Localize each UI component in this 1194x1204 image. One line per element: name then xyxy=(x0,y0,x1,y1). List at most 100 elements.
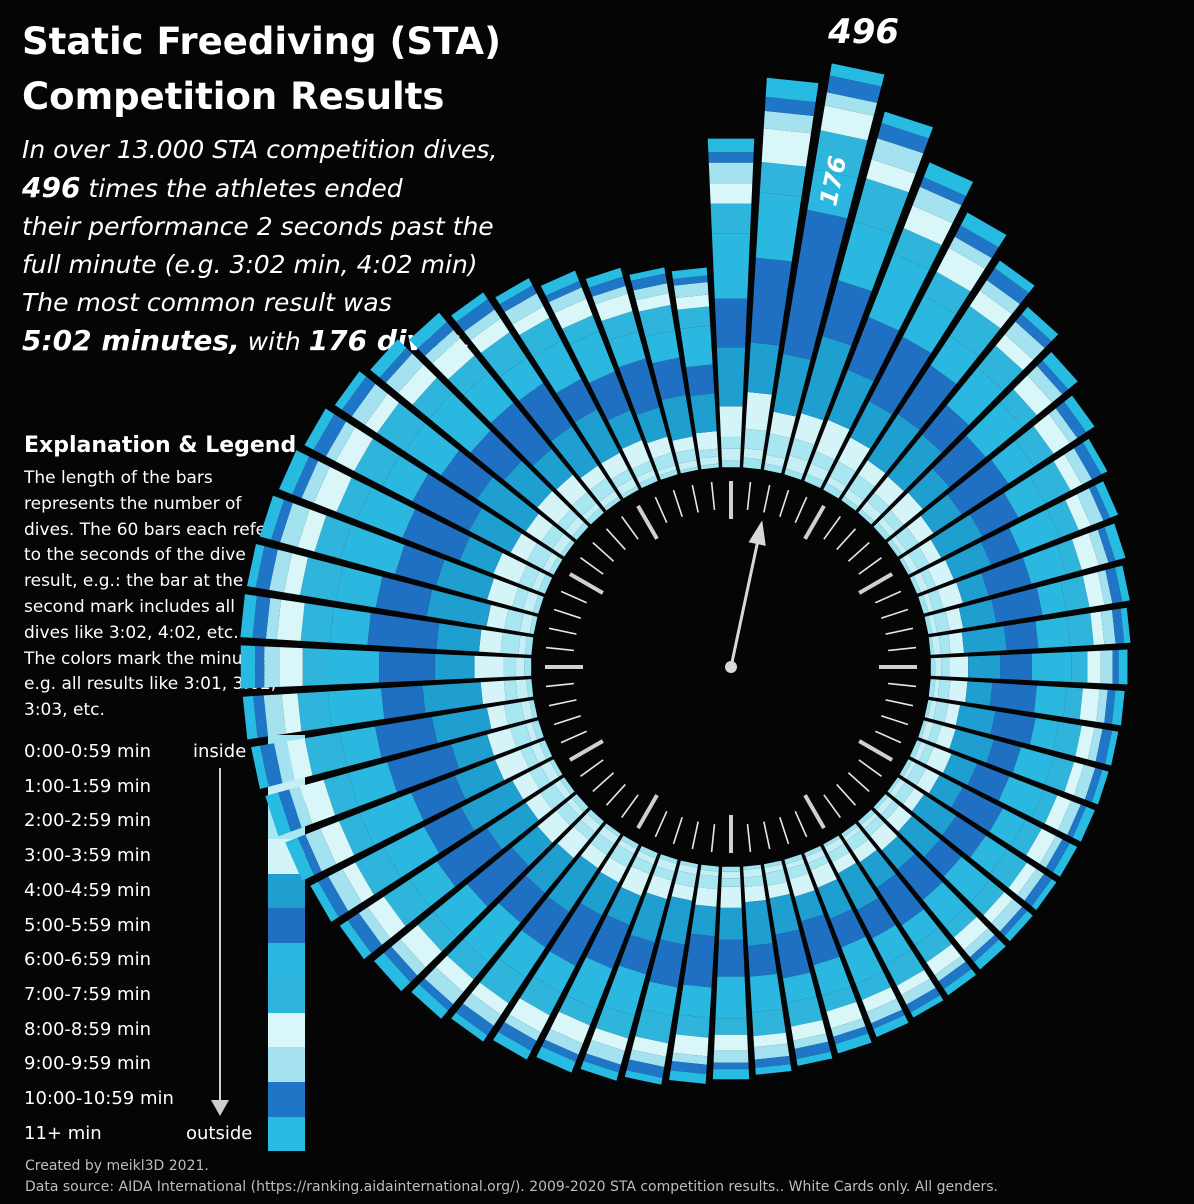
bar-segment xyxy=(383,826,440,878)
clock-major-tick xyxy=(636,504,659,540)
clock-minor-tick xyxy=(763,821,771,850)
bar-segment xyxy=(928,560,954,587)
bar-segment xyxy=(1012,747,1054,785)
bar-segment xyxy=(958,599,997,629)
bar-segment xyxy=(716,347,746,407)
bar-segment xyxy=(1004,910,1033,942)
legend-text-line: to the seconds of the dive xyxy=(24,545,246,566)
bar-segment xyxy=(645,330,680,364)
bar-segment xyxy=(659,469,678,480)
bar-second-52 xyxy=(370,339,589,540)
bar-segment xyxy=(761,128,811,167)
bar-segment xyxy=(1111,690,1125,726)
bar-segment xyxy=(964,928,995,958)
bar-segment xyxy=(412,473,482,531)
bar-segment xyxy=(721,871,741,879)
bar-segment xyxy=(824,838,844,854)
bar-segment xyxy=(924,699,932,718)
bar-segment xyxy=(903,788,924,812)
bar-segment xyxy=(887,777,901,794)
bar-segment xyxy=(504,293,544,325)
clock-minor-tick xyxy=(794,496,808,523)
bar-segment xyxy=(775,929,811,979)
bar-segment xyxy=(540,761,559,783)
bar-segment xyxy=(889,778,906,798)
bar-segment xyxy=(529,765,551,790)
bar-segment xyxy=(826,1001,863,1029)
bar-segment xyxy=(510,723,532,748)
bar-segment xyxy=(869,336,932,415)
legend-color-swatch xyxy=(268,943,305,978)
bar-segment xyxy=(512,587,529,610)
bar-segment xyxy=(279,647,303,687)
bar-segment xyxy=(463,372,514,423)
bar-segment xyxy=(495,749,529,781)
bar-segment xyxy=(813,956,851,996)
bar-segment xyxy=(367,613,439,650)
bar-segment xyxy=(930,514,983,558)
bar-segment xyxy=(752,1009,786,1037)
clock-minor-tick xyxy=(621,794,639,818)
bar-segment xyxy=(796,1051,833,1066)
footer-credits: Created by meikl3D 2021. Data source: AI… xyxy=(25,1156,998,1198)
bar-segment xyxy=(698,874,719,890)
bar-segment xyxy=(448,355,489,396)
bar-segment xyxy=(1083,438,1108,475)
bar-segment xyxy=(661,394,693,441)
bar-segment xyxy=(493,1031,532,1060)
bar-segment xyxy=(580,872,619,916)
bar-segment xyxy=(766,433,791,459)
bar-segment xyxy=(325,421,356,462)
bar-segment xyxy=(823,835,841,848)
bar-segment xyxy=(531,571,546,592)
clock-minor-tick xyxy=(888,682,917,688)
bar-segment xyxy=(470,318,510,353)
bar-segment xyxy=(695,887,718,907)
bar-segment xyxy=(495,278,533,305)
bar-segment xyxy=(947,459,1009,515)
bar-segment xyxy=(1060,575,1090,611)
bar-segment xyxy=(1047,500,1079,538)
bar-segment xyxy=(551,426,598,478)
bar-segment xyxy=(1000,389,1037,428)
bar-segment xyxy=(919,743,934,765)
bar-segment xyxy=(769,894,800,935)
bar-segment xyxy=(302,648,325,686)
bar-segment xyxy=(755,192,802,262)
bar-segment xyxy=(1013,375,1053,416)
bar-segment xyxy=(545,1029,583,1055)
bar-segment xyxy=(928,723,942,744)
bar-segment xyxy=(877,123,929,154)
bar-segment xyxy=(914,927,952,963)
clock-major-tick xyxy=(803,794,826,830)
bar-segment xyxy=(926,944,962,976)
bar-segment xyxy=(866,159,916,193)
bar-segment xyxy=(881,111,934,139)
clock-minor-tick xyxy=(548,627,577,635)
bar-segment xyxy=(745,391,772,431)
bar-segment xyxy=(895,526,919,551)
bar-segment xyxy=(1077,488,1104,526)
bar-segment xyxy=(540,783,566,810)
bar-segment xyxy=(424,330,461,364)
bar-segment xyxy=(583,1053,621,1073)
bar-segment xyxy=(367,896,406,939)
bar-segment xyxy=(1064,762,1085,796)
legend-text-line: dives like 3:02, 4:02, etc. xyxy=(24,622,239,643)
bar-second-56 xyxy=(540,270,658,489)
bar-segment xyxy=(598,826,619,845)
bar-segment xyxy=(814,130,868,179)
bar-segment xyxy=(471,982,509,1015)
bar-segment xyxy=(960,212,1007,248)
clock-minor-tick xyxy=(779,489,790,517)
bar-segment xyxy=(335,427,373,471)
bar-segment xyxy=(908,547,930,570)
bar-segment xyxy=(928,636,934,655)
bar-segment xyxy=(805,849,826,864)
bar-segment xyxy=(945,607,964,631)
bar-segment xyxy=(749,973,783,1013)
clock-minor-tick xyxy=(605,528,626,551)
bar-segment xyxy=(956,573,989,603)
bar-second-11 xyxy=(909,481,1119,594)
bar-segment xyxy=(422,682,483,713)
